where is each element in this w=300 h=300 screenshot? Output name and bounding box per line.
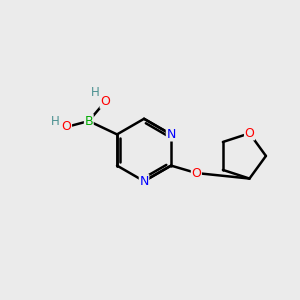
Text: H: H: [51, 115, 60, 128]
Text: O: O: [100, 95, 110, 108]
Text: B: B: [85, 115, 93, 128]
Text: N: N: [140, 175, 149, 188]
Text: H: H: [91, 86, 100, 99]
Text: O: O: [61, 121, 71, 134]
Text: O: O: [244, 127, 254, 140]
Text: O: O: [191, 167, 201, 179]
Text: N: N: [167, 128, 176, 141]
